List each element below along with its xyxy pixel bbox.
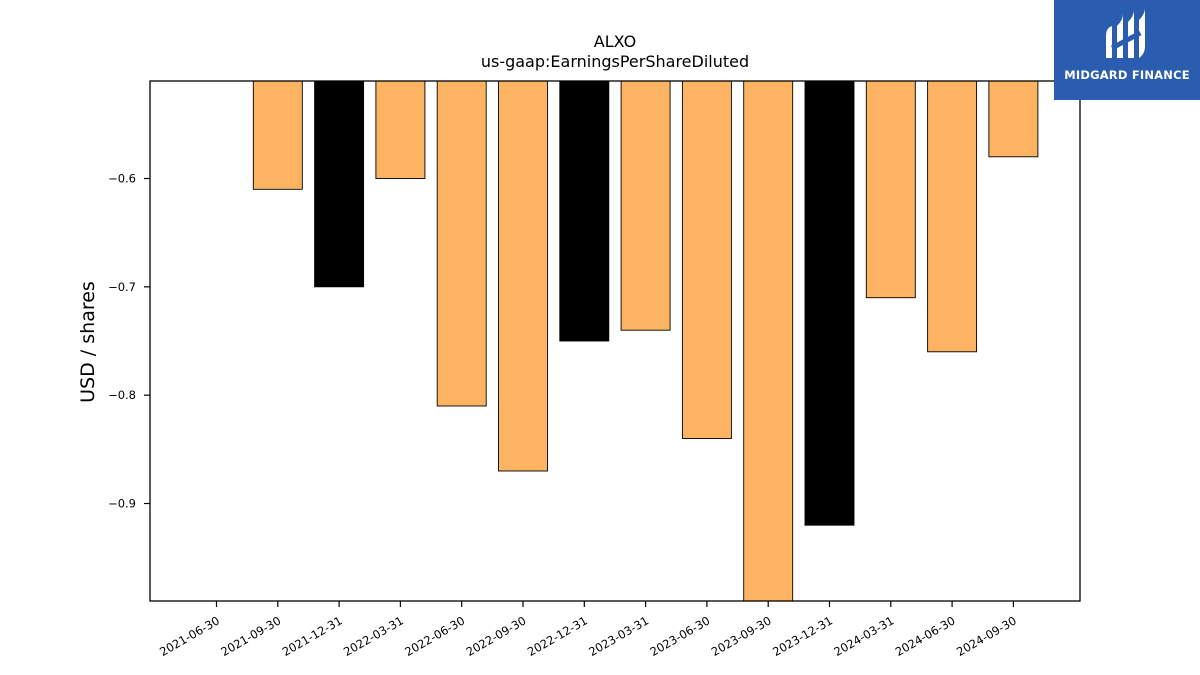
y-axis-label: USD / shares [77, 281, 99, 403]
x-tick-label: 2021-06-30 [157, 613, 222, 659]
x-tick-label: 2023-09-30 [709, 613, 774, 659]
y-tick-label: −0.8 [108, 388, 136, 402]
x-tick-label: 2023-12-31 [770, 613, 835, 659]
bar-2023-09-30 [743, 80, 794, 602]
x-tick-label: 2024-06-30 [893, 613, 958, 659]
bars-group [252, 80, 1039, 602]
bar-2022-03-31 [375, 80, 426, 179]
x-axis-ticks: 2021-06-302021-09-302021-12-312022-03-31… [157, 601, 1019, 659]
x-tick-label: 2024-03-31 [831, 613, 896, 659]
bar-2024-03-31 [865, 80, 916, 299]
x-tick-label: 2022-06-30 [402, 613, 467, 659]
y-tick-label: −0.6 [108, 172, 136, 186]
x-tick-label: 2022-03-31 [341, 613, 406, 659]
logo-mark-icon [1106, 8, 1145, 58]
chart-subtitle: us-gaap:EarningsPerShareDiluted [480, 52, 750, 71]
bar-2021-09-30 [252, 80, 303, 190]
y-axis-ticks: −0.6 −0.7 −0.8 −0.9 [108, 172, 150, 511]
x-tick-label: 2021-09-30 [218, 613, 283, 659]
x-tick-label: 2024-09-30 [954, 613, 1019, 659]
y-tick-label: −0.7 [108, 280, 136, 294]
bar-2022-12-31 [559, 80, 610, 342]
chart-title: ALXO [593, 32, 637, 51]
bar-2024-09-30 [988, 80, 1039, 158]
x-tick-label: 2022-09-30 [464, 613, 529, 659]
brand-logo: MIDGARD FINANCE [1054, 0, 1200, 100]
x-tick-label: 2023-03-31 [586, 613, 651, 659]
y-tick-label: −0.9 [108, 497, 136, 511]
bar-2021-12-31 [314, 80, 365, 288]
bar-2022-06-30 [436, 80, 487, 407]
bar-2022-09-30 [498, 80, 548, 472]
bar-2023-06-30 [681, 80, 732, 439]
x-tick-label: 2021-12-31 [280, 613, 345, 659]
bar-2023-03-31 [620, 80, 671, 331]
bar-2024-06-30 [927, 80, 978, 353]
plot-frame [149, 80, 1081, 602]
logo-text: MIDGARD FINANCE [1064, 68, 1190, 82]
bar-2023-12-31 [804, 80, 855, 526]
x-tick-label: 2023-06-30 [648, 613, 713, 659]
x-tick-label: 2022-12-31 [525, 613, 590, 659]
